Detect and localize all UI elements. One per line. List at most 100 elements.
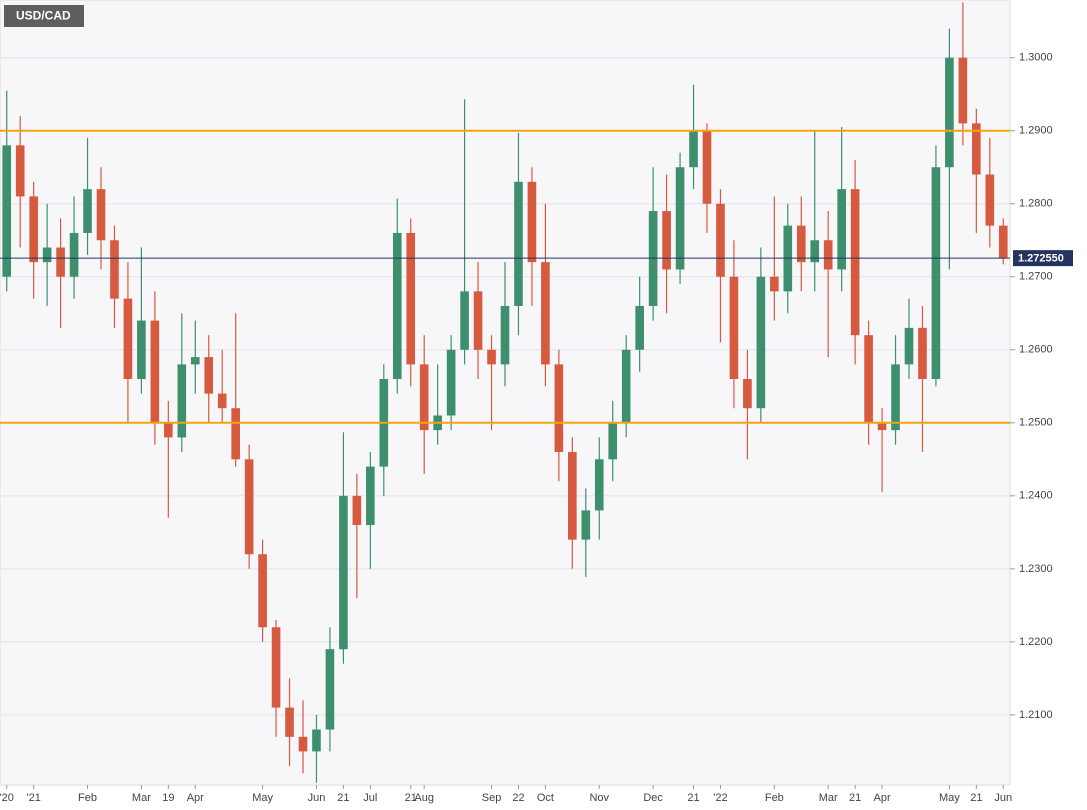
- candle-body: [756, 276, 766, 409]
- y-tick-label: 1.2600: [1019, 344, 1053, 356]
- y-tick-label: 1.2700: [1019, 271, 1053, 283]
- candle-body: [689, 130, 698, 168]
- candle-body: [702, 130, 712, 204]
- candle-body: [594, 459, 604, 511]
- candle-body: [675, 167, 685, 270]
- candle-body: [473, 291, 483, 350]
- candle-body: [743, 378, 752, 409]
- candle-body: [69, 232, 79, 277]
- candle-body: [2, 145, 12, 277]
- candle-body: [918, 327, 927, 379]
- candle-body: [514, 181, 523, 306]
- candle-body: [29, 196, 38, 263]
- candle-body: [796, 225, 806, 263]
- y-tick-label: 1.3000: [1019, 52, 1053, 64]
- x-tick-label: 21: [970, 792, 982, 804]
- candle-body: [850, 189, 860, 336]
- x-tick-label: Dec: [643, 792, 663, 804]
- x-tick-label: Apr: [187, 792, 204, 804]
- candle-body: [581, 510, 591, 540]
- y-tick-label: 1.2300: [1019, 563, 1053, 575]
- x-tick-label: Jul: [363, 792, 377, 804]
- x-tick-label: '21: [26, 792, 40, 804]
- x-tick-label: Mar: [819, 792, 838, 804]
- candle-body: [123, 298, 133, 379]
- y-tick-label: 1.2200: [1019, 636, 1053, 648]
- candle-body: [500, 305, 510, 365]
- candle-body: [554, 364, 564, 453]
- candle-body: [164, 422, 173, 438]
- candle-body: [608, 422, 618, 460]
- candle-body: [325, 649, 335, 730]
- candle-body: [258, 554, 267, 628]
- x-tick-label: '22: [713, 792, 727, 804]
- candle-body: [460, 291, 469, 350]
- candle-body: [83, 189, 92, 233]
- title-box: [4, 5, 84, 27]
- candle-body: [716, 203, 725, 277]
- candle-body: [406, 232, 416, 365]
- candle-body: [945, 57, 954, 168]
- x-tick-label: Mar: [132, 792, 151, 804]
- candle-body: [823, 240, 833, 270]
- candle-body: [568, 452, 577, 540]
- x-tick-label: Feb: [765, 792, 784, 804]
- x-tick-label: Jun: [994, 792, 1012, 804]
- candle-body: [958, 57, 968, 124]
- candle-body: [285, 707, 294, 737]
- x-tick-label: Jun: [308, 792, 326, 804]
- x-tick-label: 22: [512, 792, 524, 804]
- x-tick-label: Apr: [874, 792, 891, 804]
- x-tick-label: Sep: [482, 792, 502, 804]
- y-tick-label: 1.2100: [1019, 709, 1053, 721]
- candle-body: [298, 736, 308, 752]
- candle-body: [56, 247, 65, 277]
- y-tick-label: 1.2500: [1019, 417, 1053, 429]
- candle-body: [729, 276, 739, 379]
- x-tick-label: Oct: [537, 792, 554, 804]
- candle-body: [231, 408, 240, 460]
- y-tick-label: 1.2800: [1019, 198, 1053, 210]
- candle-body: [972, 123, 981, 175]
- candle-body: [204, 357, 214, 394]
- candle-body: [541, 262, 550, 365]
- x-tick-label: '20: [0, 792, 14, 804]
- candle-body: [244, 459, 254, 555]
- last-price-label: 1.272550: [1018, 253, 1064, 265]
- x-tick-label: 21: [687, 792, 699, 804]
- candle-body: [190, 357, 200, 365]
- candle-body: [621, 349, 631, 423]
- x-tick-label: 21: [405, 792, 417, 804]
- candle-body: [770, 276, 779, 292]
- y-tick-label: 1.2900: [1019, 125, 1053, 137]
- x-tick-label: Feb: [78, 792, 97, 804]
- candle-body: [15, 145, 25, 197]
- candle-body: [810, 240, 820, 263]
- candle-body: [352, 495, 362, 526]
- candle-body: [150, 320, 160, 423]
- chart-title: USD/CAD: [16, 9, 71, 23]
- candle-body: [110, 240, 119, 299]
- candle-body: [527, 181, 537, 263]
- candle-body: [392, 232, 402, 379]
- x-tick-label: May: [252, 792, 273, 804]
- candle-body: [446, 349, 456, 416]
- candle-body: [904, 327, 914, 365]
- candle-body: [312, 729, 321, 752]
- x-tick-label: 21: [849, 792, 861, 804]
- candle-body: [366, 466, 375, 526]
- candle-body: [419, 364, 429, 431]
- candle-body: [662, 211, 671, 270]
- candle-body: [864, 335, 873, 423]
- candle-body: [339, 495, 348, 650]
- candle-body: [837, 189, 846, 270]
- x-tick-label: May: [939, 792, 960, 804]
- last-price-box: [1013, 250, 1073, 267]
- candle-body: [877, 422, 887, 431]
- candle-body: [931, 167, 941, 379]
- candle-body: [177, 364, 187, 438]
- candle-body: [96, 189, 106, 241]
- candle-body: [137, 320, 146, 379]
- candle-body: [891, 364, 900, 431]
